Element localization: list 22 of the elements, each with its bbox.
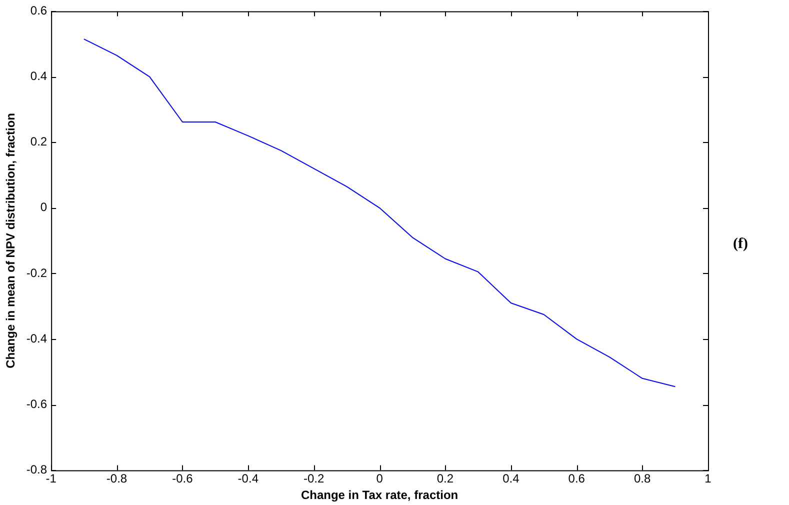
- y-tick-label: -0.6: [26, 396, 48, 411]
- y-axis-title: Change in mean of NPV distribution, fraction: [4, 113, 18, 368]
- x-tick-label: 0.8: [634, 472, 651, 486]
- text: (f): [733, 236, 748, 253]
- x-tick-label: 0.6: [568, 472, 586, 486]
- x-tick-label: 1: [704, 472, 712, 486]
- y-tick-label: 0: [40, 200, 48, 214]
- x-tick-label: -0.4: [238, 472, 259, 486]
- x-tick-label: 0.2: [436, 472, 454, 486]
- y-tick-label: -0.8: [26, 462, 48, 477]
- y-tick-label: -0.4: [26, 331, 48, 346]
- x-tick-label: -1: [46, 472, 57, 486]
- y-tick-label: 0.2: [30, 134, 48, 149]
- x-tick-label: -0.6: [172, 472, 194, 486]
- x-axis-title: Change in Tax rate, fraction: [300, 488, 458, 502]
- y-tick-label: 0.6: [30, 4, 48, 18]
- x-tick-label: 0.4: [502, 472, 520, 486]
- y-tick-label: -0.2: [26, 266, 48, 280]
- x-tick-label: -0.2: [304, 472, 325, 486]
- y-tick-label: 0.4: [30, 69, 48, 84]
- x-tick-label: 0: [376, 472, 384, 486]
- x-tick-label: -0.8: [106, 472, 128, 486]
